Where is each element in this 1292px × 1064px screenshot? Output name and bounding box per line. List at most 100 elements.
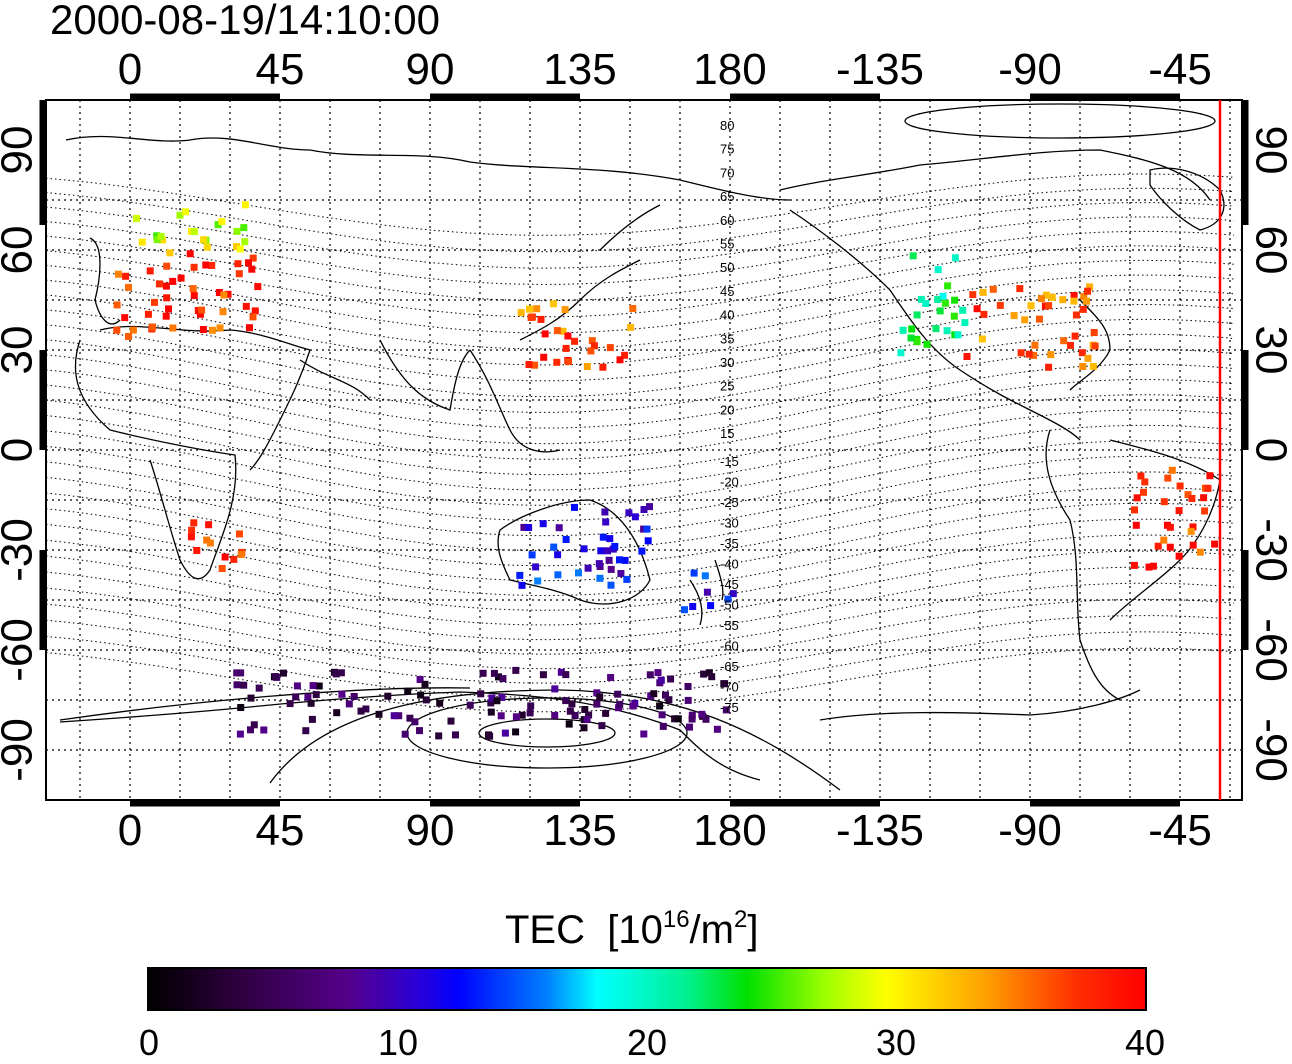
lon-label-bottom: -135 xyxy=(836,806,924,855)
tec-point xyxy=(224,290,232,298)
tec-point xyxy=(1047,351,1055,359)
contour-label: -70 xyxy=(720,680,739,695)
colorbar-quantity: TEC xyxy=(505,908,585,952)
tec-point xyxy=(909,252,917,260)
tec-point xyxy=(562,344,570,352)
lon-label-top: -45 xyxy=(1148,45,1212,94)
tec-point xyxy=(963,353,971,360)
lon-label-top: 180 xyxy=(693,45,766,94)
tec-point xyxy=(1206,472,1214,480)
lat-label-left: -30 xyxy=(0,518,42,582)
tec-point xyxy=(512,728,520,736)
tec-point xyxy=(466,701,474,709)
tec-point xyxy=(527,314,535,321)
tec-point xyxy=(133,214,140,222)
contour-label: -15 xyxy=(720,454,739,469)
tec-point xyxy=(205,521,213,529)
tec-point xyxy=(125,283,132,291)
tec-point xyxy=(216,324,224,332)
colorbar-unit-prefix: [10 xyxy=(607,908,663,952)
tec-point xyxy=(593,700,601,708)
tec-point xyxy=(1025,350,1033,358)
tec-point xyxy=(1060,337,1068,345)
tec-point xyxy=(218,565,226,572)
tec-point xyxy=(565,720,573,728)
tec-point xyxy=(240,224,248,232)
tec-point xyxy=(638,547,646,555)
tec-point xyxy=(220,291,228,299)
lon-label-top: -90 xyxy=(998,45,1062,94)
tec-point xyxy=(583,716,591,723)
tec-point xyxy=(941,299,949,307)
tec-point xyxy=(375,710,383,718)
colorbar-unit-mid: /m xyxy=(689,908,734,952)
tec-point xyxy=(186,250,194,258)
tec-point xyxy=(1140,488,1147,496)
tec-point xyxy=(199,326,207,333)
tec-point xyxy=(169,324,177,332)
tec-point xyxy=(627,323,635,331)
tec-point xyxy=(230,555,238,563)
tec-point xyxy=(416,676,424,683)
tec-point xyxy=(176,211,184,219)
tec-point xyxy=(575,569,582,577)
tec-point xyxy=(1070,297,1078,305)
colorbar-tick-label: 20 xyxy=(626,1022,668,1063)
tec-point xyxy=(580,724,588,732)
tec-point xyxy=(1166,543,1174,551)
tec-point xyxy=(237,550,245,558)
tec-point xyxy=(944,282,952,290)
tec-point xyxy=(705,669,713,677)
contour-line xyxy=(46,598,1235,670)
contour-line xyxy=(46,230,1235,302)
tec-point xyxy=(665,696,673,704)
tec-point xyxy=(561,306,569,314)
tec-point xyxy=(606,344,614,352)
tec-point xyxy=(1030,351,1038,359)
tec-point xyxy=(236,530,243,538)
lat-label-right: 0 xyxy=(1246,438,1292,462)
tec-point xyxy=(362,705,370,713)
tec-point xyxy=(554,551,562,559)
contour-label: -75 xyxy=(720,700,739,715)
tec-point xyxy=(479,669,487,677)
contour-line xyxy=(46,550,1235,626)
tec-point xyxy=(237,704,245,711)
tec-point xyxy=(280,669,287,677)
lon-label-bottom: 135 xyxy=(543,806,616,855)
tec-point xyxy=(203,536,211,544)
tec-point xyxy=(1164,474,1172,482)
contour-label: 20 xyxy=(720,402,734,417)
tec-point xyxy=(435,732,443,740)
tec-point xyxy=(702,715,710,723)
tec-point xyxy=(686,723,693,731)
tec-point xyxy=(337,669,345,677)
tec-point xyxy=(623,575,631,583)
tec-point xyxy=(1048,293,1056,301)
tec-point xyxy=(188,526,196,534)
tec-point xyxy=(190,292,198,300)
polar-contours xyxy=(59,103,1216,791)
tec-point xyxy=(550,300,557,308)
tec-point xyxy=(537,315,545,323)
tec-point xyxy=(1211,540,1219,548)
contour-label: -20 xyxy=(720,475,739,490)
tec-point xyxy=(488,694,496,702)
tec-point xyxy=(1201,507,1209,515)
tec-point xyxy=(1037,295,1045,303)
tec-point xyxy=(978,335,986,343)
tec-point xyxy=(658,711,666,719)
tec-point xyxy=(190,263,198,271)
tec-point xyxy=(248,265,256,273)
tec-point xyxy=(1200,494,1208,502)
tec-point xyxy=(701,572,709,580)
tec-point xyxy=(607,581,615,589)
tec-point xyxy=(293,682,301,690)
tec-point xyxy=(202,261,210,269)
tec-point xyxy=(532,563,540,571)
tec-point xyxy=(214,221,222,229)
contour-label: 45 xyxy=(720,284,734,299)
tec-point xyxy=(596,693,604,701)
lon-label-top: 0 xyxy=(118,45,142,94)
tec-point xyxy=(707,602,715,610)
